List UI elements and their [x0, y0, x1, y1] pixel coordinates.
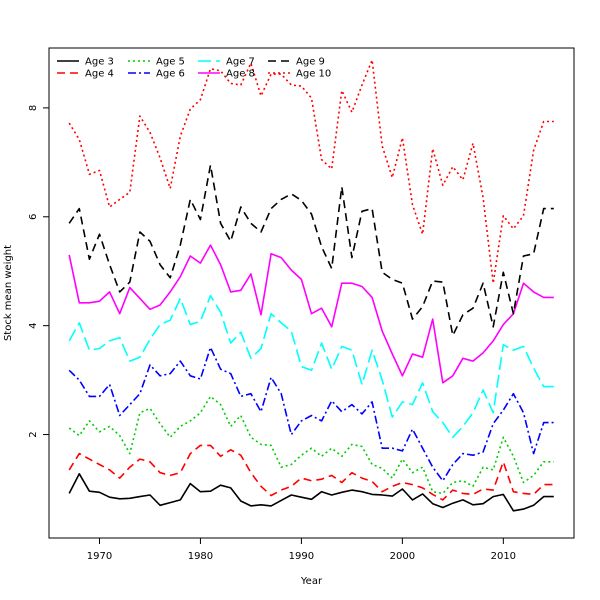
series-line-age-7: [68, 294, 554, 439]
y-axis-label: Stock mean weight: [3, 245, 14, 341]
y-axis: 2 4 6 8: [28, 105, 49, 438]
series-line-age-5: [68, 395, 554, 495]
x-tick-label: 1980: [188, 551, 213, 562]
legend-label: Age 10: [296, 69, 331, 80]
y-tick-label: 8: [28, 105, 39, 111]
legend-label: Age 5: [156, 57, 185, 68]
series-line-age-8: [68, 244, 554, 384]
x-tick-label: 1990: [289, 551, 314, 562]
x-axis-label: Year: [300, 576, 323, 587]
series-line-age-10: [68, 59, 554, 285]
series-line-age-4: [68, 444, 554, 501]
legend-label: Age 7: [226, 57, 255, 68]
legend-label: Age 9: [296, 57, 325, 68]
y-tick-label: 2: [28, 431, 39, 437]
x-tick-label: 1970: [87, 551, 112, 562]
legend-label: Age 3: [85, 57, 114, 68]
legend-label: Age 4: [85, 69, 114, 80]
series-line-age-3: [68, 472, 554, 512]
legend-label: Age 8: [226, 69, 255, 80]
series-line-age-6: [68, 346, 554, 482]
y-tick-label: 4: [28, 322, 39, 328]
series-layer: [68, 59, 554, 512]
plot-frame: [48, 47, 575, 539]
y-tick-label: 6: [28, 214, 39, 220]
series-line-age-9: [68, 164, 554, 337]
legend-label: Age 6: [156, 69, 185, 80]
x-tick-label: 2000: [390, 551, 415, 562]
x-tick-label: 2010: [491, 551, 516, 562]
x-axis: 1970 1980 1990 2000 2010: [87, 538, 516, 562]
